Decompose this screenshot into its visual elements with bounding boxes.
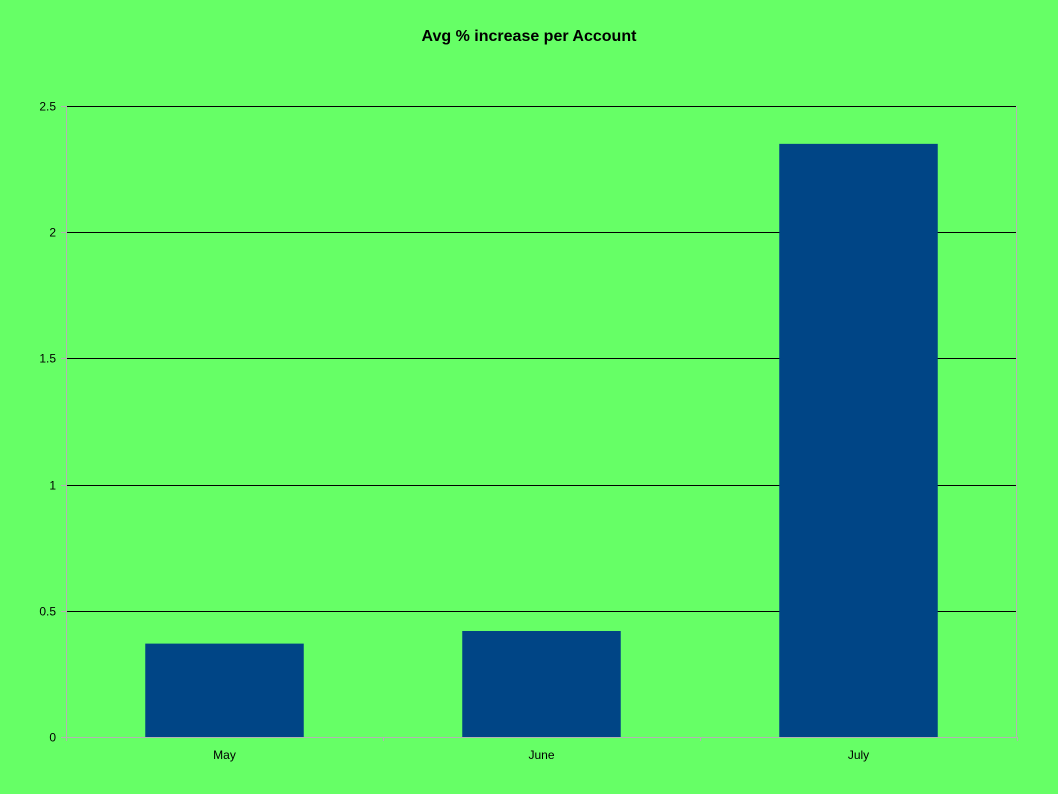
chart-title: Avg % increase per Account: [422, 28, 638, 45]
x-tick-label: July: [848, 748, 869, 762]
y-tick-label: 1: [49, 479, 56, 493]
y-tick-label: 2: [49, 226, 56, 240]
bar-july: [779, 143, 938, 738]
axes: [61, 106, 1018, 741]
y-tick-label: 0: [49, 731, 56, 745]
bar-may: [145, 643, 304, 737]
bars: [145, 143, 938, 738]
y-tick-label: 1.5: [39, 352, 56, 366]
x-tick-label: June: [528, 748, 554, 762]
x-axis-tick-labels: May June July: [213, 748, 869, 762]
x-tick-label: May: [213, 748, 236, 762]
bar-june: [462, 630, 621, 737]
y-tick-label: 0.5: [39, 605, 56, 619]
y-axis-tick-labels: 0 0.5 1 1.5 2 2.5: [39, 100, 56, 745]
y-tick-label: 2.5: [39, 100, 56, 114]
